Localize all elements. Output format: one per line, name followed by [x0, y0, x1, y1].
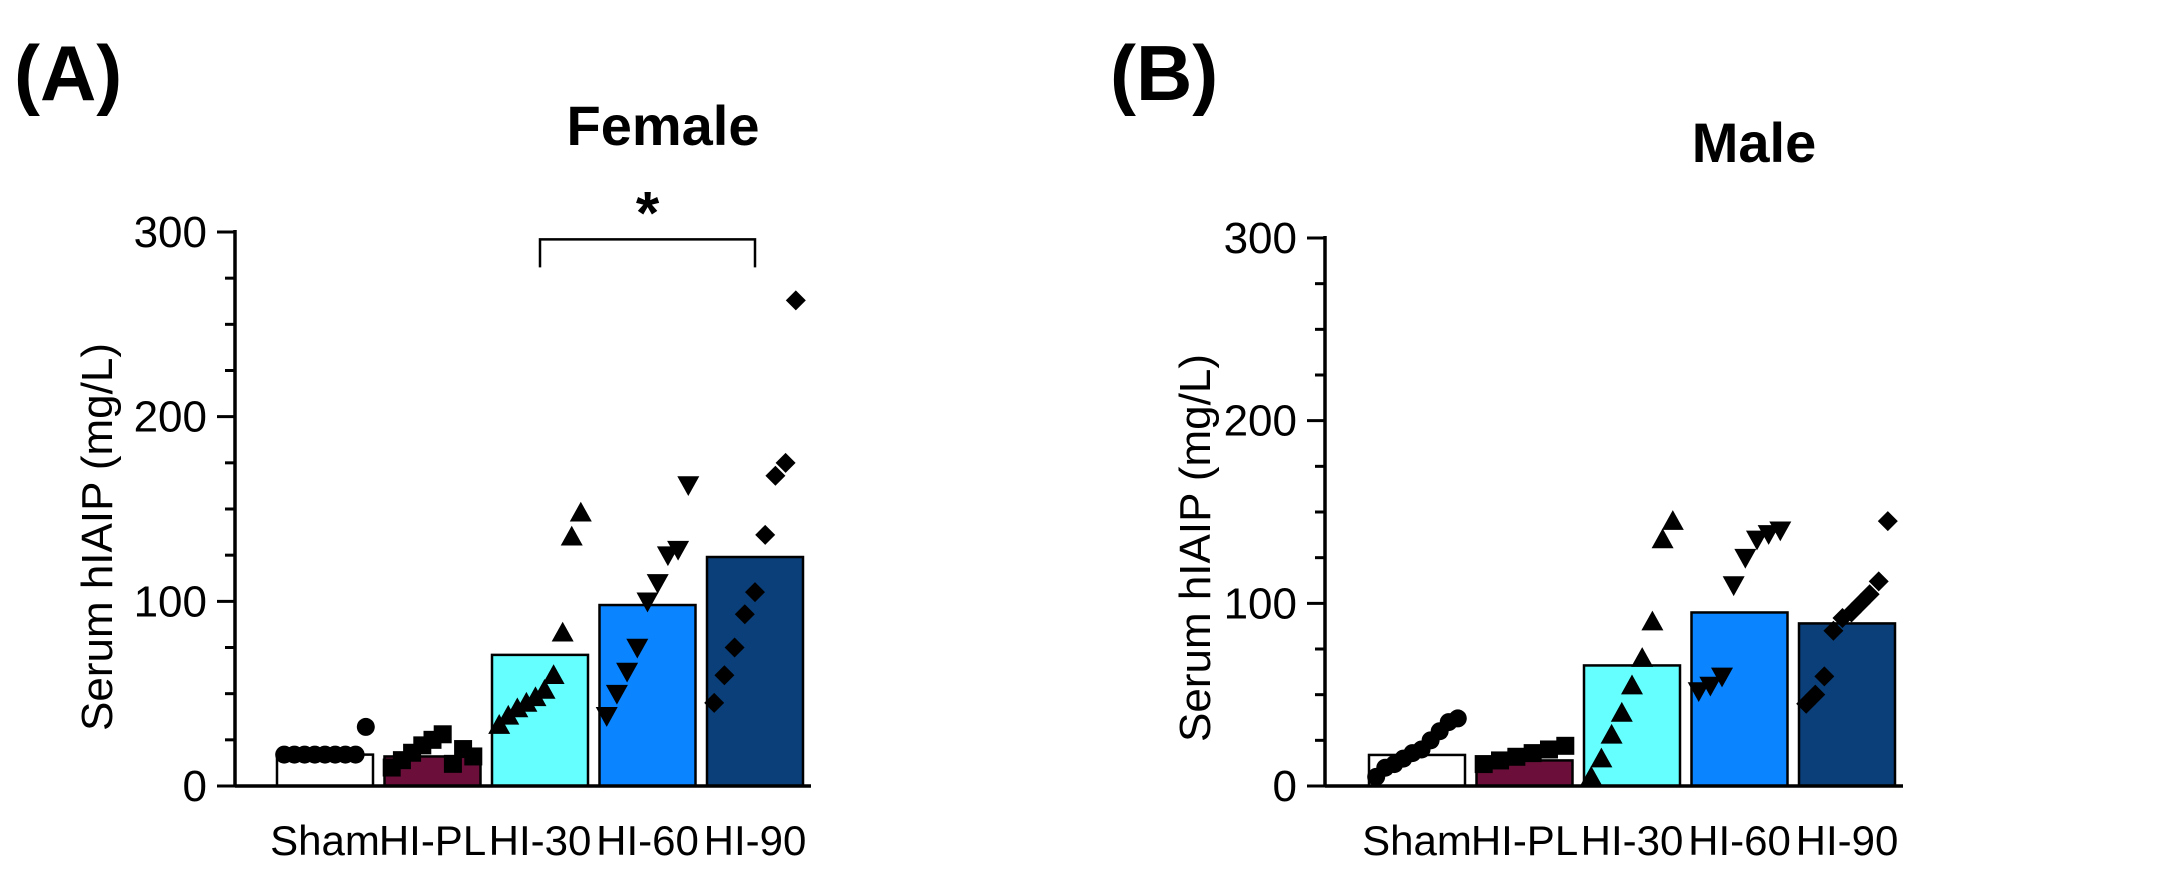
data-point	[1651, 528, 1674, 549]
data-point	[443, 754, 462, 773]
data-point	[1507, 747, 1526, 766]
data-point	[1734, 548, 1757, 569]
y-tick-label: 200	[1224, 397, 1297, 446]
x-tick-label: Sham	[1362, 817, 1472, 864]
data-point	[734, 604, 755, 625]
data-point	[1687, 682, 1710, 703]
data-point	[595, 707, 618, 727]
data-point	[775, 452, 796, 473]
data-point	[1600, 723, 1623, 744]
data-point	[626, 638, 649, 659]
data-point	[569, 501, 592, 522]
y-axis-label-female: Serum hIAIP (mg/L)	[73, 343, 122, 731]
data-point	[1631, 647, 1654, 667]
data-point	[755, 524, 776, 545]
x-tick-label: HI-60	[1688, 817, 1791, 864]
chart-title-female: Female	[567, 94, 760, 157]
x-tick-label: HI-90	[704, 817, 807, 864]
data-point	[1745, 530, 1768, 551]
data-point	[1448, 709, 1467, 728]
chart-title-male: Male	[1692, 111, 1817, 174]
data-point	[1590, 747, 1613, 768]
y-tick-label: 0	[183, 762, 207, 811]
data-point	[1641, 610, 1664, 631]
y-tick-label: 0	[1273, 762, 1297, 811]
y-tick-label: 100	[134, 577, 207, 626]
y-axis-label-male: Serum hIAIP (mg/L)	[1171, 354, 1220, 742]
data-point	[1556, 736, 1575, 755]
significance-bracket	[538, 238, 757, 268]
data-point	[464, 747, 483, 766]
y-tick-label: 100	[1224, 579, 1297, 628]
data-point	[433, 725, 452, 744]
y-tick-label: 300	[1224, 214, 1297, 263]
data-point	[533, 678, 556, 699]
data-point	[1474, 755, 1493, 774]
data-point	[356, 717, 375, 736]
data-point	[1610, 701, 1633, 722]
x-tick-label: HI-60	[596, 817, 699, 864]
data-point	[1699, 676, 1722, 697]
y-tick-label: 200	[134, 393, 207, 442]
data-point	[1769, 521, 1792, 542]
data-point	[515, 691, 538, 712]
data-point	[605, 684, 628, 705]
data-point	[646, 574, 669, 594]
data-point	[1823, 620, 1844, 641]
data-point	[704, 692, 725, 713]
data-point	[346, 745, 365, 764]
data-point	[542, 664, 565, 684]
data-point	[1722, 576, 1745, 597]
x-tick-label: HI-PL	[379, 817, 486, 864]
data-point	[724, 637, 745, 658]
data-point	[506, 697, 529, 718]
data-point	[1523, 744, 1542, 763]
data-point	[560, 525, 583, 546]
data-point	[1877, 511, 1898, 532]
x-tick-label: HI-30	[489, 817, 592, 864]
x-tick-label: Sham	[270, 817, 380, 864]
panel-letter-a: (A)	[14, 29, 122, 117]
data-point	[1621, 674, 1643, 695]
x-tick-label: HI-PL	[1471, 817, 1578, 864]
data-point	[636, 592, 659, 613]
y-tick-label: 300	[134, 208, 207, 257]
data-point	[714, 665, 735, 686]
panel-letter-b: (B)	[1110, 29, 1218, 117]
x-tick-label: HI-30	[1581, 817, 1684, 864]
data-point	[745, 582, 765, 603]
data-point	[1711, 667, 1734, 688]
x-tick-label: HI-90	[1796, 817, 1899, 864]
data-point	[1868, 571, 1889, 592]
data-point	[1491, 751, 1510, 770]
data-point	[677, 476, 700, 496]
data-point	[551, 621, 574, 642]
chart-female: (A) Female Serum hIAIP (mg/L) 0 100 200 300…	[14, 29, 811, 864]
bar-hi-60	[1690, 611, 1789, 788]
data-point	[765, 465, 786, 486]
data-point	[1661, 510, 1684, 530]
data-point	[616, 662, 639, 683]
data-point	[1859, 584, 1880, 605]
data-point	[1539, 740, 1558, 759]
data-point	[667, 540, 690, 561]
chart-male: (B) Male Serum hIAIP (mg/L) 0 100 200 300 Sh…	[1110, 29, 1903, 864]
data-point	[785, 290, 806, 311]
significance-star: *	[636, 179, 660, 246]
data-point	[1805, 684, 1826, 705]
data-point	[1814, 666, 1835, 687]
data-point	[1580, 765, 1603, 786]
